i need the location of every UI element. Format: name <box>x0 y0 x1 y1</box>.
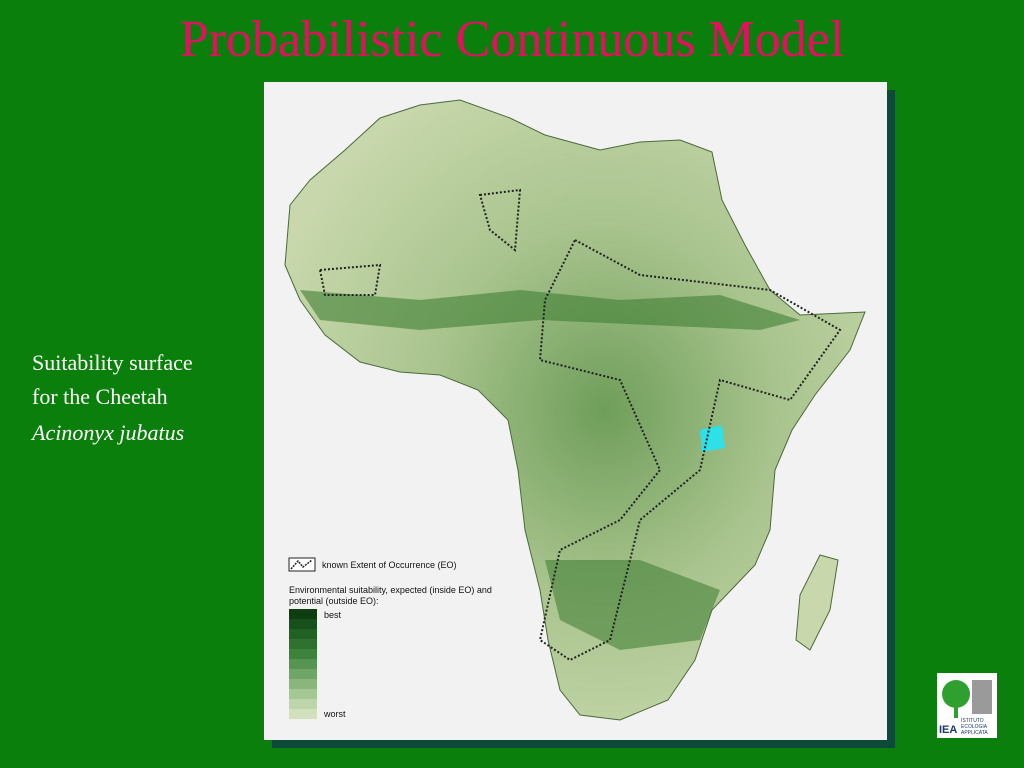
africa-map <box>284 99 866 721</box>
swatch <box>289 609 317 619</box>
logo: IEA ISTITUTO ECOLOGIA APPLICATA <box>937 673 997 738</box>
swatch <box>289 699 317 709</box>
swatch <box>289 709 317 719</box>
logo-name: ECOLOGIA <box>961 724 988 730</box>
swatch <box>289 669 317 679</box>
legend-swatches <box>289 609 317 719</box>
south-band <box>545 560 720 650</box>
legend-scale-title: potential (outside EO): <box>289 596 379 606</box>
logo-tree <box>942 680 970 708</box>
logo-name: ISTITUTO <box>961 718 984 724</box>
swatch <box>289 649 317 659</box>
legend-best: best <box>324 610 342 620</box>
lake <box>700 425 725 452</box>
swatch <box>289 679 317 689</box>
eo-boundary <box>318 263 382 296</box>
sahel-band <box>300 290 800 330</box>
legend: known Extent of Occurrence (EO) Environm… <box>288 557 492 719</box>
logo-grid <box>972 680 992 714</box>
logo-trunk <box>954 704 958 718</box>
swatch <box>289 689 317 699</box>
continent <box>284 99 866 721</box>
caption-line: Suitability surface <box>32 350 193 375</box>
swatch <box>289 639 317 649</box>
swatch <box>289 629 317 639</box>
caption-species: Acinonyx jubatus <box>30 420 184 445</box>
caption-line: for the Cheetah <box>32 384 168 409</box>
eo-legend-line <box>290 559 313 570</box>
eo-boundary <box>538 238 842 662</box>
legend-worst: worst <box>323 709 346 719</box>
eo-boundary <box>478 188 522 252</box>
madagascar <box>795 554 839 651</box>
swatch <box>289 659 317 669</box>
legend-scale-title: Environmental suitability, expected (ins… <box>289 585 492 595</box>
legend-eo-label: known Extent of Occurrence (EO) <box>322 560 457 570</box>
logo-abbr: IEA <box>939 724 957 736</box>
eo-legend-icon <box>288 557 316 572</box>
swatch <box>289 619 317 629</box>
logo-name: APPLICATA <box>961 730 988 736</box>
slide-title: Probabilistic Continuous Model <box>180 11 844 68</box>
